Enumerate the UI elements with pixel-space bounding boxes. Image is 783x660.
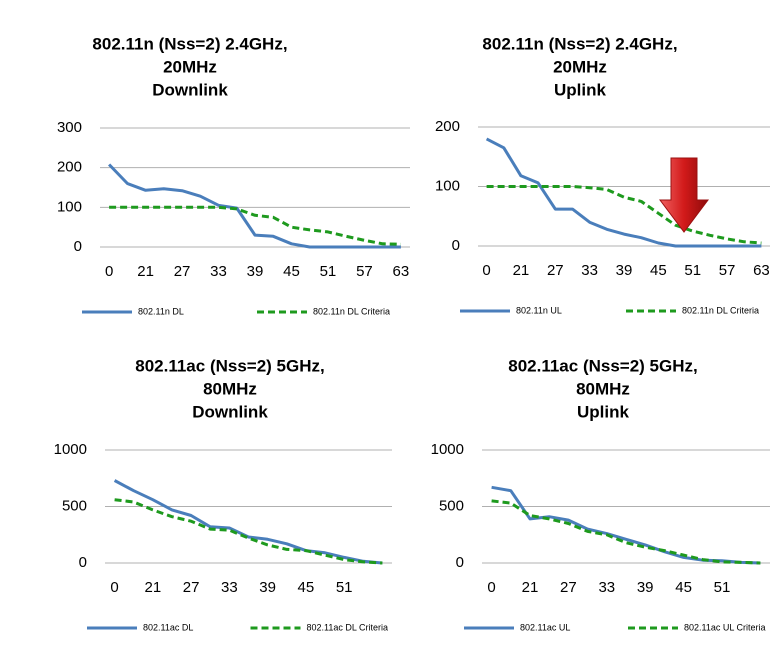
chart-title: 802.11ac (Nss=2) 5GHz, — [135, 356, 324, 375]
x-tick-label: 21 — [522, 579, 539, 596]
x-tick-label: 0 — [482, 262, 490, 279]
legend-label: 802.11ac DL Criteria — [307, 622, 389, 632]
chart-title: 80MHz — [203, 379, 257, 398]
x-tick-label: 21 — [137, 263, 154, 280]
chart-title: 802.11ac (Nss=2) 5GHz, — [508, 356, 697, 375]
legend-label: 802.11n DL — [138, 306, 184, 316]
series-line — [491, 485, 761, 565]
series-line — [113, 479, 383, 565]
x-tick-label: 21 — [144, 579, 161, 596]
y-tick-label: 500 — [62, 497, 87, 514]
x-tick-label: 33 — [581, 262, 598, 279]
x-tick-label: 51 — [714, 579, 731, 596]
x-tick-label: 27 — [183, 579, 200, 596]
series-line — [485, 137, 762, 248]
chart-title: 802.11n (Nss=2) 2.4GHz, — [482, 34, 677, 53]
legend-label: 802.11ac UL Criteria — [684, 622, 766, 632]
x-tick-label: 63 — [393, 263, 410, 280]
red-arrow — [659, 157, 709, 233]
chart-title: 80MHz — [576, 379, 630, 398]
x-tick-label: 39 — [616, 262, 633, 279]
y-tick-label: 300 — [57, 119, 82, 136]
x-tick-label: 51 — [320, 263, 337, 280]
legend-label: 802.11ac DL — [143, 622, 193, 632]
x-tick-label: 33 — [221, 579, 238, 596]
x-tick-label: 27 — [174, 263, 191, 280]
chart-title: 802.11n (Nss=2) 2.4GHz, — [92, 34, 287, 53]
y-tick-label: 200 — [435, 118, 460, 135]
series-line — [109, 205, 401, 246]
x-tick-label: 0 — [105, 263, 113, 280]
x-tick-label: 39 — [637, 579, 654, 596]
legend-label: 802.11n DL Criteria — [313, 306, 390, 316]
x-tick-label: 51 — [336, 579, 353, 596]
chart-title: Downlink — [152, 80, 228, 99]
x-tick-label: 45 — [650, 262, 667, 279]
series-line — [486, 185, 762, 245]
series-line — [114, 498, 383, 565]
y-tick-label: 0 — [79, 554, 87, 571]
legend-label: 802.11n DL Criteria — [682, 305, 759, 315]
series-line — [491, 499, 761, 565]
x-tick-label: 0 — [487, 579, 495, 596]
x-tick-label: 21 — [513, 262, 530, 279]
y-tick-label: 100 — [435, 177, 460, 194]
legend-label: 802.11n UL — [516, 305, 562, 315]
x-tick-label: 33 — [598, 579, 615, 596]
x-tick-label: 57 — [719, 262, 736, 279]
x-tick-label: 39 — [247, 263, 264, 280]
y-tick-label: 0 — [452, 237, 460, 254]
x-tick-label: 39 — [259, 579, 276, 596]
charts: 802.11n (Nss=2) 2.4GHz, 20MHz Downlink 0 100… — [54, 34, 770, 632]
chart-title: Downlink — [192, 402, 268, 421]
y-tick-label: 1000 — [431, 441, 464, 458]
series-line — [108, 163, 401, 249]
chart-title: Uplink — [554, 80, 606, 99]
y-tick-label: 200 — [57, 159, 82, 176]
x-tick-label: 0 — [110, 579, 118, 596]
y-tick-label: 500 — [439, 497, 464, 514]
x-tick-label: 27 — [547, 262, 564, 279]
x-tick-label: 63 — [753, 262, 770, 279]
x-tick-label: 45 — [675, 579, 692, 596]
y-tick-label: 0 — [74, 238, 82, 255]
y-tick-label: 0 — [456, 554, 464, 571]
legend-label: 802.11ac UL — [520, 622, 570, 632]
x-tick-label: 45 — [283, 263, 300, 280]
chart-title: 20MHz — [553, 57, 607, 76]
x-tick-label: 51 — [684, 262, 701, 279]
x-tick-label: 45 — [298, 579, 315, 596]
chart-title: 20MHz — [163, 57, 217, 76]
y-tick-label: 1000 — [54, 441, 87, 458]
x-tick-label: 27 — [560, 579, 577, 596]
y-tick-label: 100 — [57, 198, 82, 215]
x-tick-label: 57 — [356, 263, 373, 280]
x-tick-label: 33 — [210, 263, 227, 280]
chart-title: Uplink — [577, 402, 629, 421]
